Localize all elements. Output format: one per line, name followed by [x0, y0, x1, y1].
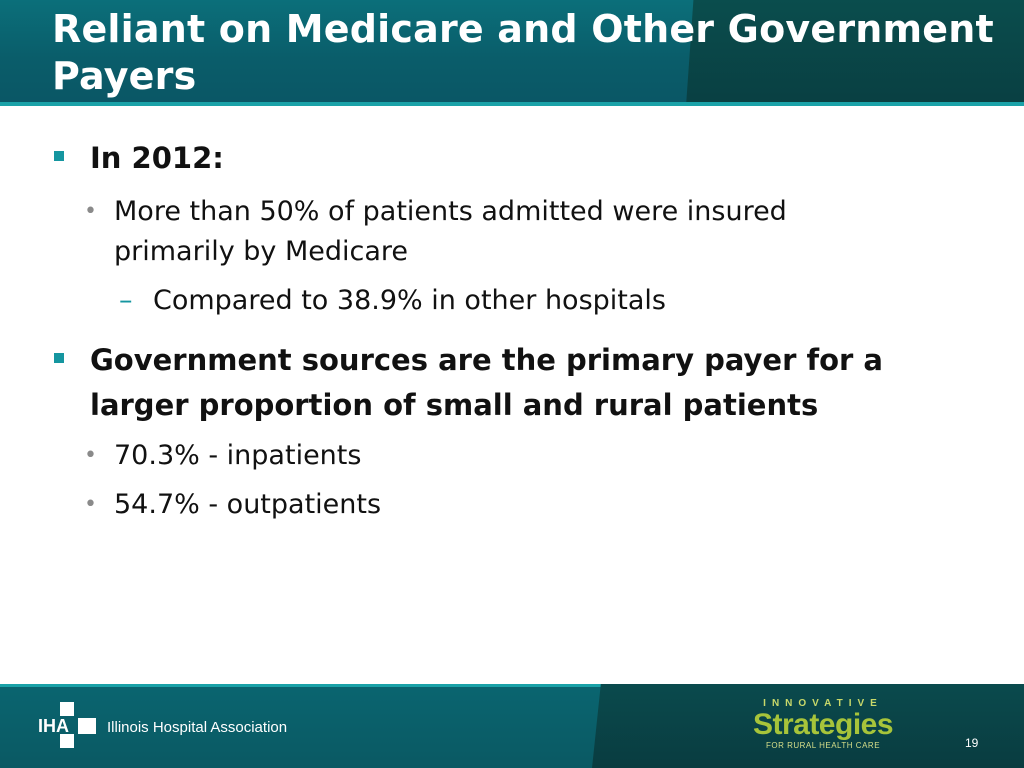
organization-name: Illinois Hospital Association: [107, 719, 288, 736]
sub-bullet-inpatients: • 70.3% - inpatients: [84, 436, 904, 476]
page-number: 19: [965, 736, 979, 750]
bullet-text: Government sources are the primary payer…: [90, 343, 883, 422]
sub-bullet-outpatients: • 54.7% - outpatients: [84, 485, 904, 525]
round-bullet-icon: •: [84, 199, 97, 224]
bullet-text: In 2012:: [90, 141, 224, 175]
bullet-text: 54.7% - outpatients: [114, 489, 382, 520]
title-bar: Reliant on Medicare and Other Government…: [0, 0, 1024, 106]
bullet-in-2012: In 2012:: [54, 136, 950, 181]
footer-accent-line: [0, 684, 1024, 687]
innovative-label: INNOVATIVE: [763, 698, 883, 709]
square-bullet-icon: [54, 151, 64, 161]
bullet-government-sources: Government sources are the primary payer…: [54, 338, 950, 428]
sub-sub-bullet-comparison: – Compared to 38.9% in other hospitals: [119, 281, 913, 321]
square-bullet-icon: [54, 353, 64, 363]
slide-title: Reliant on Medicare and Other Government…: [52, 7, 994, 98]
bullet-text: More than 50% of patients admitted were …: [114, 196, 787, 267]
dash-bullet-icon: –: [119, 285, 133, 316]
round-bullet-icon: •: [84, 492, 97, 517]
innovative-strategies-logo: INNOVATIVE Strategies FOR RURAL HEALTH C…: [748, 698, 898, 758]
footer-bar: IHA Illinois Hospital Association INNOVA…: [0, 684, 1024, 768]
iha-logo-text: IHA: [38, 716, 69, 736]
strategies-label: Strategies: [752, 708, 894, 741]
round-bullet-icon: •: [84, 443, 97, 468]
sub-bullet-medicare: • More than 50% of patients admitted wer…: [84, 192, 904, 272]
bullet-text: 70.3% - inpatients: [114, 440, 362, 471]
header-accent-line: [0, 102, 1024, 106]
tagline-label: FOR RURAL HEALTH CARE: [765, 741, 881, 750]
bullet-text: Compared to 38.9% in other hospitals: [153, 285, 666, 316]
iha-logo-icon: IHA: [38, 702, 96, 748]
